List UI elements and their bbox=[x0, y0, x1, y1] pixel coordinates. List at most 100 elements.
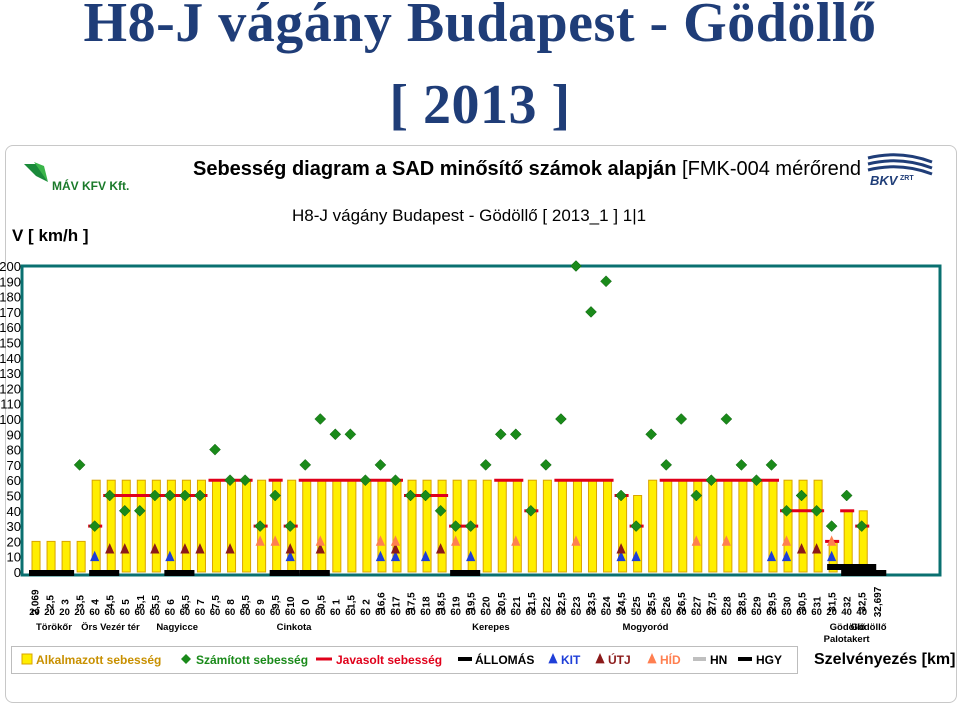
legend-label-kit: KIT bbox=[561, 653, 581, 667]
speed-row-value: 60 bbox=[315, 607, 326, 618]
x-tick-label: 17,5 bbox=[407, 592, 418, 612]
speed-row-value: 20 bbox=[74, 607, 85, 618]
y-tick-label: 80 bbox=[7, 443, 21, 458]
calculated-speed-point bbox=[479, 459, 492, 471]
applied-speed-bar bbox=[753, 479, 763, 573]
applied-speed-bar bbox=[843, 510, 853, 573]
legend-swatch-calculated bbox=[181, 654, 191, 664]
main-title-line2: [ 2013 ] bbox=[389, 74, 571, 136]
legend-label-calculated: Számított sebesség bbox=[196, 653, 308, 667]
x-tick-label: 1,5 bbox=[346, 595, 357, 609]
x-tick-label: 31,5 bbox=[828, 592, 839, 612]
speed-row-value: 60 bbox=[435, 607, 446, 618]
mav-logo-text: MÁV KFV Kft. bbox=[52, 178, 129, 193]
calculated-speed-point bbox=[780, 504, 793, 517]
speed-row-value: 20 bbox=[44, 607, 55, 618]
calculated-speed-point bbox=[239, 474, 251, 487]
speed-row-value: 20 bbox=[59, 607, 70, 618]
speed-row-value: 60 bbox=[285, 607, 296, 618]
station-name: Nagyicce bbox=[156, 622, 198, 633]
main-title-line1: H8-J vágány Budapest - Gödöllő bbox=[83, 0, 877, 54]
legend-swatch-hid bbox=[647, 653, 657, 664]
applied-speed-bar bbox=[136, 479, 146, 573]
calculated-speed-point bbox=[705, 474, 718, 487]
speed-row-value: 60 bbox=[89, 607, 100, 618]
x-tick-label: 21,5 bbox=[527, 592, 538, 612]
applied-speed-bar bbox=[587, 479, 598, 573]
main-title: H8-J vágány Budapest - Gödöllő [ 2013 ] bbox=[0, 0, 960, 134]
calculated-speed-point bbox=[419, 489, 432, 502]
speed-row-value: 20 bbox=[29, 607, 40, 618]
x-tick-label: 24 bbox=[602, 596, 613, 608]
speed-row-value: 60 bbox=[390, 607, 401, 618]
utj-marker bbox=[796, 543, 807, 554]
hid-marker bbox=[691, 535, 701, 546]
y-tick-label: 0 bbox=[14, 565, 21, 580]
applied-speed-bar bbox=[678, 479, 688, 573]
x-tick-label: 0,5 bbox=[316, 595, 327, 609]
speed-row-value: 60 bbox=[210, 607, 221, 618]
calculated-speed-point bbox=[329, 428, 342, 441]
applied-speed-bar bbox=[61, 540, 71, 573]
utj-marker bbox=[150, 543, 160, 554]
calculated-speed-point bbox=[615, 489, 627, 502]
applied-speed-bar bbox=[121, 479, 131, 573]
x-tick-label: 16,6 bbox=[376, 592, 387, 612]
hid-marker bbox=[315, 535, 325, 546]
speed-row-value: 60 bbox=[661, 607, 672, 618]
applied-speed-bar bbox=[497, 479, 507, 573]
calculated-speed-point bbox=[269, 489, 282, 502]
utj-marker bbox=[616, 543, 626, 554]
speed-row-value: 50 bbox=[616, 607, 627, 618]
hid-marker bbox=[511, 535, 521, 546]
x-tick-label: 22 bbox=[542, 596, 553, 608]
x-tick-label: 7,5 bbox=[211, 595, 222, 609]
applied-speed-bar bbox=[332, 479, 342, 573]
speed-row-value: 60 bbox=[751, 607, 762, 618]
x-tick-label: 5,5 bbox=[151, 595, 162, 609]
subtitle-bold: Sebesség diagram a SAD minősítő számok a… bbox=[193, 158, 677, 180]
applied-speed-bar bbox=[798, 479, 808, 573]
utj-marker bbox=[811, 543, 822, 554]
calculated-speed-point bbox=[660, 459, 673, 471]
utj-marker bbox=[315, 543, 325, 554]
calculated-speed-point bbox=[585, 306, 597, 318]
calculated-speed-point bbox=[73, 459, 86, 471]
x-tick-label: 0 bbox=[301, 599, 312, 605]
calculated-speed-point bbox=[464, 520, 477, 532]
x-tick-label: 19,5 bbox=[467, 592, 478, 612]
x-tick-label: 4,5 bbox=[106, 595, 117, 609]
utj-marker bbox=[180, 543, 190, 554]
kit-marker bbox=[766, 550, 777, 562]
speed-row-value: 40 bbox=[856, 607, 867, 618]
y-tick-label: 140 bbox=[0, 351, 21, 366]
speed-row-value: 60 bbox=[495, 607, 506, 618]
calculated-speed-point bbox=[449, 520, 462, 532]
applied-speed-bar bbox=[347, 479, 357, 573]
x-tick-label: 32,5 bbox=[858, 592, 869, 612]
applied-speed-bar bbox=[211, 479, 222, 573]
hid-marker bbox=[255, 535, 265, 546]
x-tick-label: 32,697 bbox=[873, 586, 884, 617]
legend-swatch-kit bbox=[548, 653, 558, 664]
x-tick-label: 8 bbox=[226, 599, 237, 605]
calculated-speed-point bbox=[374, 459, 387, 471]
y-tick-label: 60 bbox=[7, 473, 21, 488]
applied-speed-bar bbox=[813, 479, 823, 573]
kit-marker bbox=[466, 550, 476, 562]
speed-row-value: 60 bbox=[300, 607, 311, 618]
hid-marker bbox=[781, 535, 792, 546]
y-tick-label: 30 bbox=[7, 519, 21, 534]
x-tick-label: 3 bbox=[61, 599, 72, 605]
applied-speed-bar bbox=[362, 479, 372, 573]
applied-speed-bar bbox=[723, 479, 733, 573]
kit-marker bbox=[90, 550, 100, 562]
x-tick-label: 19 bbox=[452, 596, 463, 608]
y-tick-label: 90 bbox=[7, 427, 21, 442]
x-tick-label: 3,5 bbox=[76, 595, 87, 609]
y-tick-label: 160 bbox=[0, 320, 21, 335]
x-tick-label: 21 bbox=[512, 596, 523, 608]
speed-row-value: 60 bbox=[781, 607, 792, 618]
applied-speed-bar bbox=[227, 479, 237, 573]
station-name: Gödöllő bbox=[830, 622, 866, 633]
